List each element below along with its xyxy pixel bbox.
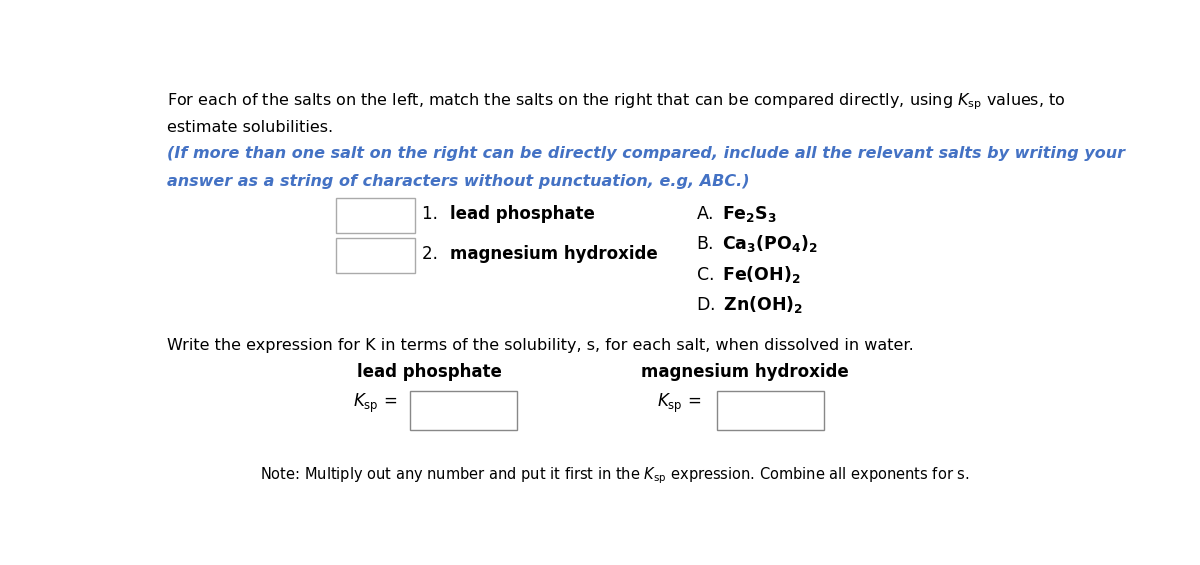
Text: 1.: 1. xyxy=(422,205,446,223)
Text: 2.: 2. xyxy=(422,245,446,263)
FancyBboxPatch shape xyxy=(410,390,517,430)
Text: lead phosphate: lead phosphate xyxy=(356,363,502,381)
Text: answer as a string of characters without punctuation, e.g, ABC.): answer as a string of characters without… xyxy=(167,175,749,189)
Text: $K_{\mathrm{sp}}$ =: $K_{\mathrm{sp}}$ = xyxy=(353,392,397,415)
Text: (If more than one salt on the right can be directly compared, include all the re: (If more than one salt on the right can … xyxy=(167,146,1124,161)
FancyBboxPatch shape xyxy=(718,390,824,430)
Text: B. $\mathbf{Ca_3(PO_4)_2}$: B. $\mathbf{Ca_3(PO_4)_2}$ xyxy=(696,233,817,254)
Text: C. $\mathbf{Fe(OH)_2}$: C. $\mathbf{Fe(OH)_2}$ xyxy=(696,264,800,285)
Text: Note: Multiply out any number and put it first in the $K_{\mathrm{sp}}$ expressi: Note: Multiply out any number and put it… xyxy=(260,466,970,486)
Text: lead phosphate: lead phosphate xyxy=(450,205,595,223)
Text: magnesium hydroxide: magnesium hydroxide xyxy=(641,363,850,381)
Text: Write the expression for K in terms of the solubility, s, for each salt, when di: Write the expression for K in terms of t… xyxy=(167,338,913,353)
Text: estimate solubilities.: estimate solubilities. xyxy=(167,120,332,135)
FancyBboxPatch shape xyxy=(336,198,415,233)
Text: For each of the salts on the left, match the salts on the right that can be comp: For each of the salts on the left, match… xyxy=(167,92,1066,112)
Text: magnesium hydroxide: magnesium hydroxide xyxy=(450,245,658,263)
Text: D. $\mathbf{Zn(OH)_2}$: D. $\mathbf{Zn(OH)_2}$ xyxy=(696,294,803,315)
Text: $K_{\mathrm{sp}}$ =: $K_{\mathrm{sp}}$ = xyxy=(656,392,701,415)
Text: A. $\mathbf{Fe_2S_3}$: A. $\mathbf{Fe_2S_3}$ xyxy=(696,203,776,224)
FancyBboxPatch shape xyxy=(336,238,415,273)
